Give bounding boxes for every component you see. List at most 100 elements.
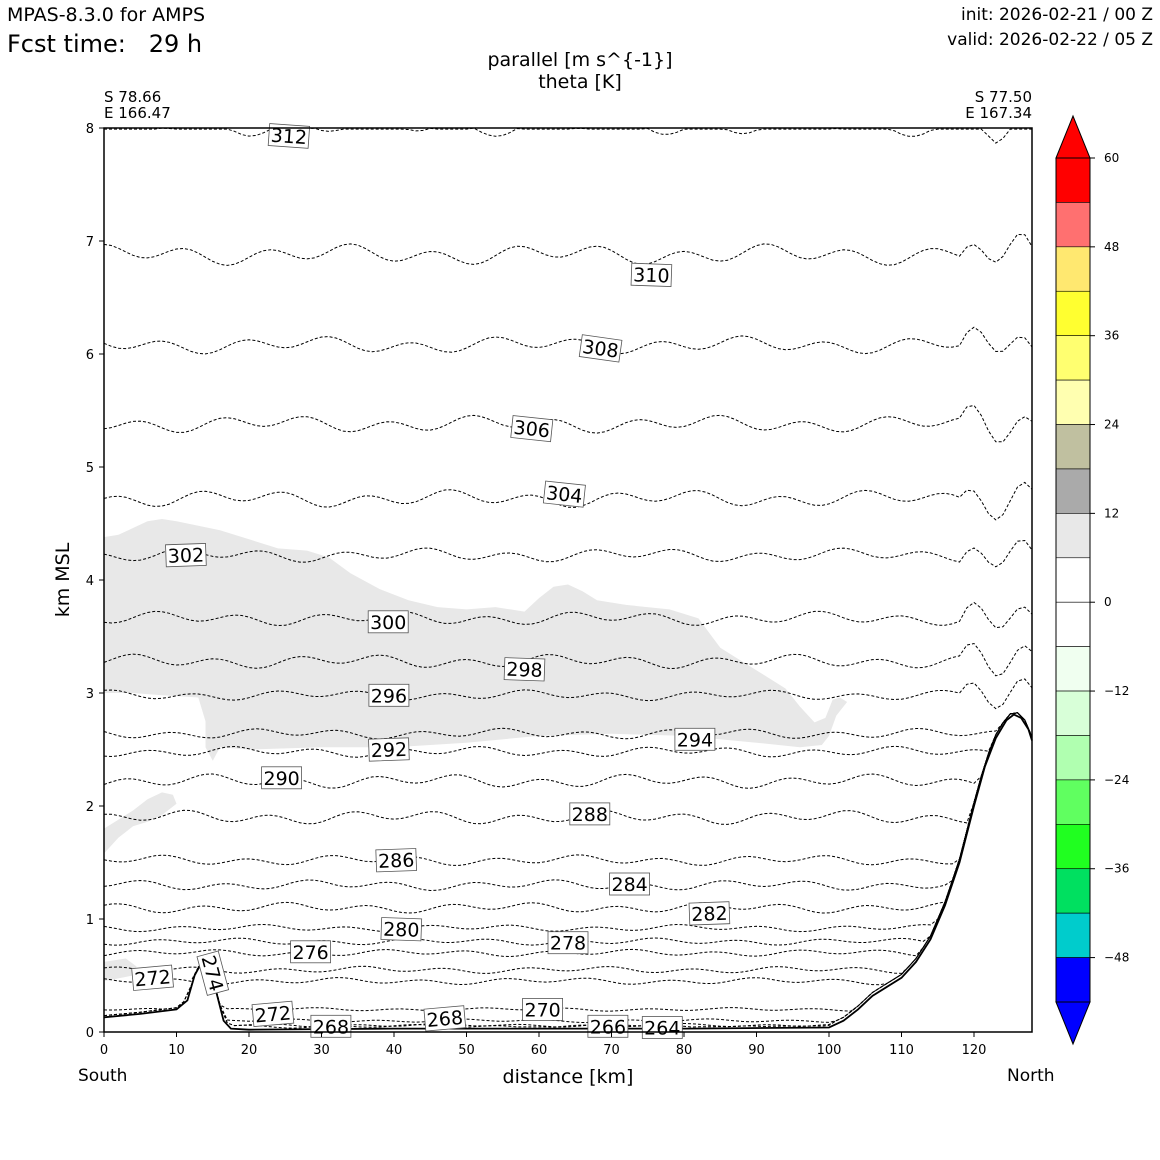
theta-label-box — [510, 415, 554, 443]
theta-contour-276 — [103, 712, 1033, 958]
colorbar-tick-label-4: 12 — [1104, 506, 1119, 520]
theta-label-text: 284 — [611, 874, 647, 896]
theta-label-300-6: 300 — [367, 610, 409, 634]
theta-contour-300 — [103, 601, 1033, 629]
theta-label-276-18: 276 — [290, 940, 332, 964]
y-tick-label-1: 1 — [86, 913, 94, 928]
theta-label-292-10: 292 — [368, 737, 410, 762]
theta-label-text: 286 — [378, 850, 415, 873]
theta-label-text: 288 — [572, 804, 608, 826]
theta-contour-282 — [103, 712, 1033, 914]
theta-label-298-7: 298 — [503, 657, 546, 682]
theta-label-box — [674, 727, 716, 751]
theta-label-310-1: 310 — [630, 262, 673, 288]
left-end-coords: S 78.66 E 166.47 — [104, 89, 171, 121]
colorbar-segment — [1055, 157, 1091, 203]
theta-label-text: 302 — [167, 544, 204, 567]
theta-label-text: 292 — [370, 739, 407, 762]
theta-contour-280 — [103, 712, 1033, 933]
colorbar-segment — [1055, 824, 1091, 870]
y-tick-label-0: 0 — [86, 1026, 94, 1041]
colorbar-segment — [1055, 335, 1091, 381]
theta-contour-286 — [103, 712, 1033, 866]
chart-title-wind: parallel [m s^{-1}] — [487, 49, 673, 71]
theta-label-box — [251, 1000, 295, 1028]
theta-label-box — [290, 940, 332, 964]
theta-label-text: 308 — [581, 336, 620, 363]
colorbar-segment — [1055, 424, 1091, 470]
right-end-coords: S 77.50 E 167.34 — [965, 89, 1032, 121]
x-tick-label-100: 100 — [817, 1043, 842, 1058]
theta-label-274-19: 274 — [196, 950, 230, 996]
colorbar-segment — [1055, 646, 1091, 692]
theta-contour-292 — [103, 712, 1033, 758]
theta-label-294-9: 294 — [674, 727, 716, 751]
theta-label-box — [367, 610, 409, 634]
colorbar-segment — [1055, 690, 1091, 736]
colorbar-segment — [1055, 379, 1091, 425]
theta-label-text: 306 — [513, 417, 551, 443]
theta-label-text: 294 — [677, 729, 713, 751]
colorbar-segment — [1055, 912, 1091, 958]
theta-label-box — [503, 657, 546, 682]
y-tick-label-4: 4 — [86, 574, 94, 589]
theta-label-272-21: 272 — [251, 1000, 295, 1028]
y-tick-label-7: 7 — [86, 235, 94, 250]
theta-label-290-11: 290 — [261, 766, 303, 790]
colorbar-extend-min — [1055, 1001, 1091, 1046]
x-tick-label-70: 70 — [603, 1043, 620, 1058]
colorbar-segment — [1055, 513, 1091, 559]
model-name: MPAS-8.3.0 for AMPS — [7, 4, 206, 26]
north-direction-label: North — [1007, 1066, 1055, 1086]
x-tick-label-120: 120 — [962, 1043, 987, 1058]
y-tick-label-8: 8 — [86, 122, 94, 137]
theta-contour-312 — [104, 127, 1032, 144]
colorbar-tick-label-1: 48 — [1104, 240, 1119, 254]
theta-contour-294 — [103, 712, 1033, 740]
theta-contour-272 — [103, 712, 1033, 986]
theta-contour-304 — [103, 481, 1033, 521]
colorbar-segment — [1055, 202, 1091, 248]
colorbar-tick-label-2: 36 — [1104, 329, 1119, 343]
theta-label-box — [165, 542, 207, 568]
wind-fill-small-region — [104, 792, 177, 854]
theta-contour-302 — [103, 539, 1033, 568]
terrain-line — [103, 713, 1033, 1031]
theta-label-box — [688, 901, 731, 926]
theta-label-288-12: 288 — [569, 802, 611, 826]
colorbar-tick-label-5: 0 — [1104, 595, 1112, 609]
theta-label-box — [547, 931, 589, 955]
theta-label-text: 266 — [590, 1016, 626, 1038]
terrain-fill — [104, 714, 1032, 1032]
theta-label-272-20: 272 — [131, 964, 174, 991]
theta-label-text: 296 — [371, 685, 407, 707]
theta-label-box — [609, 872, 650, 896]
forecast-time-value: 29 h — [148, 30, 203, 58]
south-direction-label: South — [78, 1066, 128, 1086]
right-end-lat: S 77.50 — [974, 88, 1032, 106]
wind-fill-low-region — [104, 958, 137, 982]
x-tick-label-90: 90 — [748, 1043, 765, 1058]
forecast-time-label: Fcst time: — [7, 30, 126, 58]
x-tick-label-10: 10 — [168, 1043, 185, 1058]
theta-label-text: 282 — [691, 903, 728, 926]
theta-label-box — [368, 683, 410, 707]
theta-label-text: 272 — [254, 1002, 292, 1027]
left-end-lon: E 166.47 — [104, 104, 171, 122]
theta-label-text: 272 — [134, 966, 172, 991]
x-axis-label: distance [km] — [503, 1066, 634, 1088]
y-tick-label-5: 5 — [86, 461, 94, 476]
theta-label-text: 278 — [550, 933, 586, 955]
chart-title-theta: theta [K] — [538, 71, 622, 93]
y-tick-label-2: 2 — [86, 800, 94, 815]
x-tick-label-50: 50 — [458, 1043, 475, 1058]
theta-label-text: 300 — [370, 612, 406, 634]
colorbar-segment — [1055, 601, 1091, 647]
theta-label-264-26: 264 — [641, 1016, 683, 1040]
theta-label-text: 268 — [426, 1007, 464, 1032]
forecast-time: Fcst time: 29 h — [7, 30, 202, 58]
theta-label-box — [261, 766, 303, 790]
colorbar-segment — [1055, 779, 1091, 825]
theta-contour-310 — [103, 233, 1033, 266]
theta-contour-290 — [103, 712, 1033, 789]
